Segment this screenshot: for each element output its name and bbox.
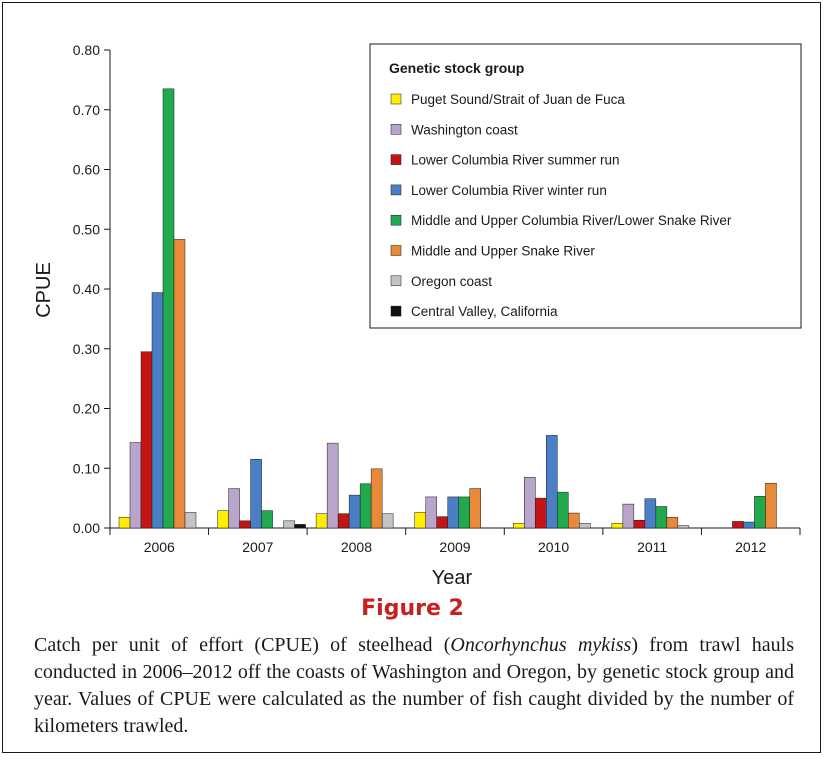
y-tick-label: 0.40 [73, 281, 100, 297]
bar [447, 496, 459, 529]
x-tick-label: 2010 [538, 539, 569, 555]
bar [535, 497, 547, 529]
bar [655, 506, 668, 529]
legend-swatch [390, 93, 402, 105]
x-tick-label: 2009 [439, 539, 470, 555]
legend-entry-label: Oregon coast [411, 274, 492, 289]
bar [359, 483, 372, 529]
cpue-bar-chart: 0.00 0.10 0.20 0.30 0.40 0.50 0.60 0.70 0.80 2006… [33, 42, 802, 589]
y-tick-label: 0.80 [73, 42, 100, 58]
bar [644, 498, 657, 529]
legend-entry-label: Washington coast [411, 122, 518, 137]
bar [765, 482, 777, 529]
x-tick-label: 2007 [242, 539, 273, 555]
bar [754, 496, 766, 529]
bar [732, 521, 744, 529]
y-tick-label: 0.60 [73, 162, 100, 178]
caption-species-name: Oncorhynchus mykiss [450, 634, 632, 656]
chart-axes: 0.00 0.10 0.20 0.30 0.40 0.50 0.60 0.70 0.80 2006… [73, 42, 801, 555]
bar [557, 491, 569, 529]
bar [677, 525, 690, 529]
bar [568, 512, 580, 529]
legend-swatch [390, 214, 402, 226]
legend-box [369, 43, 802, 329]
bar [513, 522, 525, 529]
legend-entry-label: Lower Columbia River summer run [411, 153, 620, 168]
x-tick-label: 2012 [735, 539, 766, 555]
legend-entry-label: Middle and Upper Snake River [411, 244, 595, 259]
bar [370, 468, 383, 529]
bar [469, 488, 481, 529]
legend-swatch [390, 154, 402, 165]
legend-entry-label: Puget Sound/Strait of Juan de Fuca [411, 92, 625, 107]
bar [414, 512, 426, 529]
bar [315, 513, 328, 529]
bar [524, 476, 536, 529]
legend-swatch [390, 305, 402, 317]
bar [546, 435, 558, 529]
x-tick-label: 2011 [637, 539, 667, 555]
bar [579, 522, 591, 529]
chart-legend: Genetic stock group Puget Sound/Strait o… [369, 43, 802, 329]
bar [173, 239, 186, 529]
x-tick-label: 2008 [341, 539, 372, 555]
caption-text-end: ) from trawl hauls conducted in 2006–201… [34, 634, 794, 737]
bar [326, 442, 339, 529]
legend-swatch [390, 275, 402, 287]
y-tick-label: 0.20 [73, 401, 100, 417]
legend-swatch [390, 245, 402, 256]
bar [140, 351, 153, 529]
bar [337, 513, 350, 529]
figure-label: Figure 2 [361, 596, 464, 621]
bar [425, 496, 437, 529]
legend-entry-label: Central Valley, California [411, 304, 558, 319]
bar [283, 520, 295, 529]
bar [239, 520, 251, 529]
bar [250, 459, 262, 529]
bar [622, 503, 635, 529]
bar [129, 442, 142, 529]
figure-caption: Catch per unit of effort (CPUE) of steel… [34, 632, 794, 740]
bar [217, 510, 229, 529]
bar [294, 524, 306, 529]
bar [162, 88, 175, 529]
bar [458, 496, 470, 529]
legend-entry-label: Middle and Upper Columbia River/Lower Sn… [411, 213, 732, 228]
chart-bars [118, 88, 777, 529]
bar [743, 521, 755, 529]
bar [633, 519, 646, 529]
legend-swatch [390, 184, 402, 196]
bar [184, 512, 197, 529]
bar [118, 516, 131, 529]
bar [666, 516, 679, 529]
legend-swatch [390, 124, 402, 135]
y-tick-label: 0.50 [73, 221, 100, 237]
bar [436, 516, 448, 529]
bar [261, 510, 273, 529]
caption-text-start: Catch per unit of effort (CPUE) of steel… [34, 634, 451, 656]
y-axis-title: CPUE [33, 262, 55, 318]
y-tick-label: 0.10 [73, 460, 100, 476]
y-tick-label: 0.70 [73, 102, 100, 118]
bar [228, 488, 240, 529]
legend-title: Genetic stock group [389, 60, 524, 76]
legend-entry-label: Lower Columbia River winter run [411, 183, 607, 198]
bar [381, 513, 394, 529]
x-axis-title: Year [432, 567, 473, 589]
bar [611, 522, 624, 529]
bar [151, 292, 164, 529]
y-tick-label: 0.30 [73, 341, 100, 357]
y-tick-label: 0.00 [73, 520, 100, 536]
bar [348, 494, 361, 529]
x-tick-label: 2006 [144, 539, 175, 555]
